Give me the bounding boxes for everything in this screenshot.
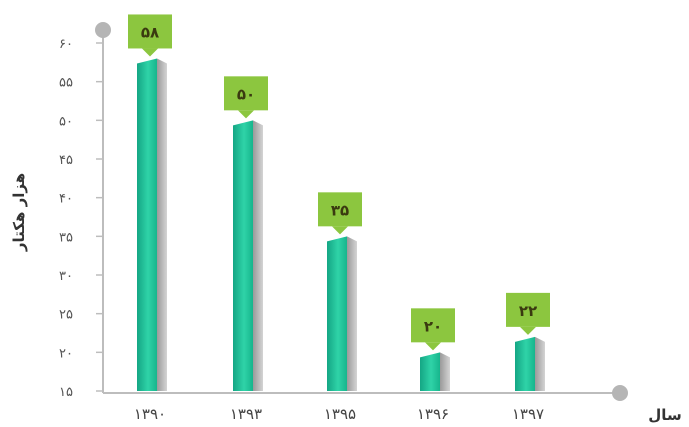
bar [420,352,450,391]
data-label-pointer [142,48,158,57]
bar-front [233,120,253,391]
y-ticks: ۱۵ ۲۰ ۲۵ ۳۰ ۳۵ ۴۰ ۴۵ ۵۰ ۵۵ ۶۰ [59,37,103,400]
bar [515,336,545,391]
y-tick-label: ۵۰ [59,114,73,129]
data-label-text: ۳۵ [331,201,349,219]
bar-side [535,336,545,391]
y-tick-label: ۲۰ [59,346,73,361]
category-labels: ۱۳۹۰ ۱۳۹۳ ۱۳۹۵ ۱۳۹۶ ۱۳۹۷ [134,405,544,423]
y-tick-label: ۳۵ [59,230,73,245]
bar-front [515,336,535,391]
data-label-text: ۵۸ [141,23,159,41]
data-label: ۳۵ [318,192,362,235]
x-axis-title: سال [648,406,681,424]
bar [233,120,263,391]
bars [137,58,545,391]
bar-side [157,58,167,391]
data-label-box [224,76,268,111]
y-axis-title: هزار هکتار [10,173,28,252]
data-label-pointer [332,226,348,235]
category-label: ۱۳۹۷ [512,405,544,423]
y-axis [95,22,111,393]
x-axis-end-dot [612,385,628,401]
data-label-pointer [520,326,536,335]
data-label-text: ۲۰ [424,317,442,335]
data-label: ۲۰ [411,308,455,351]
data-label-box [128,14,172,49]
bar-side [253,120,263,391]
data-label-pointer [238,110,254,119]
y-tick-label: ۲۵ [59,308,73,323]
y-tick-label: ۵۵ [59,76,73,91]
data-label-box [506,292,550,327]
category-label: ۱۳۹۶ [417,405,449,423]
data-label: ۵۰ [224,76,268,119]
y-tick-label: ۴۰ [59,192,73,207]
category-label: ۱۳۹۳ [230,405,262,423]
y-tick-label: ۳۰ [59,269,73,284]
bar-front [327,236,347,391]
bar [137,58,167,391]
data-label-text: ۵۰ [237,85,255,103]
bar-front [420,352,440,391]
data-label-pointer [425,342,441,351]
y-tick-label: ۶۰ [59,37,73,52]
bar-front [137,58,157,391]
y-axis-end-dot [95,22,111,38]
bar-side [347,236,357,391]
bar [327,236,357,391]
data-label-box [318,192,362,227]
y-tick-label: ۱۵ [59,385,73,400]
data-label-box [411,308,455,343]
category-label: ۱۳۹۵ [324,405,356,423]
data-labels: ۵۸ ۵۰ ۳۵ ۲۰ ۲۲ [128,14,550,351]
y-tick-label: ۴۵ [59,153,73,168]
data-label-text: ۲۲ [519,302,537,320]
data-label: ۵۸ [128,14,172,57]
category-label: ۱۳۹۰ [134,405,166,423]
x-axis [103,385,628,401]
data-label: ۲۲ [506,292,550,335]
bar-side [440,352,450,391]
